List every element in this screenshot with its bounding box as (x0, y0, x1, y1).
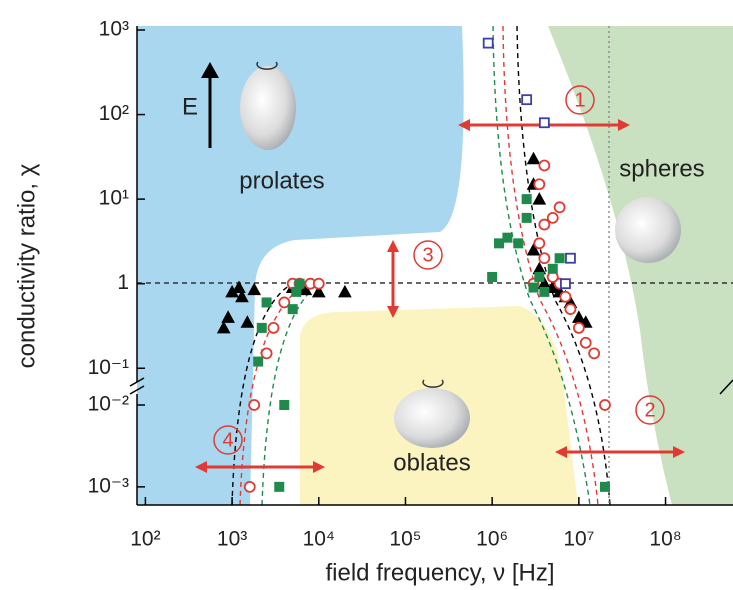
y-tick-label: 10¹ (99, 187, 129, 210)
data-point (539, 160, 549, 170)
data-point (292, 287, 301, 296)
data-point (254, 357, 263, 366)
x-tick-label: 10⁵ (389, 528, 421, 551)
data-point (600, 482, 609, 491)
y-axis-label: conductivity ratio, χ (13, 163, 40, 368)
data-point (561, 279, 570, 288)
data-point (534, 238, 544, 248)
data-point (314, 279, 324, 289)
x-tick-label: 10⁶ (476, 528, 508, 551)
data-point (548, 264, 557, 273)
data-point (555, 254, 564, 263)
data-point (581, 338, 591, 348)
number-label: 2 (644, 399, 655, 421)
number-label: 1 (574, 89, 585, 111)
y-tick-label: 10⁻³ (88, 474, 129, 497)
data-point (495, 239, 504, 248)
y-tick-label: 10² (99, 102, 129, 125)
data-point (522, 213, 531, 222)
data-point (262, 298, 271, 307)
data-point (574, 323, 584, 333)
x-tick-label: 10³ (217, 528, 247, 551)
number-label: 3 (422, 244, 433, 266)
field-label: E (182, 93, 198, 120)
region-label: oblates (393, 449, 470, 476)
data-point (548, 213, 558, 223)
data-point (522, 195, 531, 204)
data-point (484, 39, 493, 48)
x-tick-label: 10⁴ (303, 528, 335, 551)
data-point (540, 287, 549, 296)
x-axis-label: field frequency, ν [Hz] (326, 559, 555, 586)
chart: 1 2 3 4 prolates spheres oblates E field… (0, 0, 733, 590)
region-label: prolates (239, 167, 324, 194)
data-point (540, 118, 549, 127)
data-point (534, 179, 544, 189)
data-point (560, 292, 570, 302)
data-point (514, 239, 523, 248)
region-label: spheres (619, 155, 704, 182)
data-point (565, 304, 575, 314)
prolate-shape (240, 66, 296, 150)
data-point (589, 348, 599, 358)
sphere-shape (615, 197, 681, 263)
data-point (555, 202, 565, 212)
number-label: 4 (222, 429, 233, 451)
data-point (600, 400, 610, 410)
data-point (268, 323, 278, 333)
data-point (257, 323, 266, 332)
y-tick-label: 10⁻² (88, 393, 129, 416)
x-tick-label: 10⁷ (563, 528, 594, 551)
data-point (522, 95, 531, 104)
data-point (295, 279, 304, 288)
y-tick-label: 10³ (99, 18, 129, 41)
oblate-shape (394, 388, 470, 448)
data-point (529, 283, 538, 292)
data-point (280, 401, 289, 410)
data-point (503, 233, 512, 242)
data-point (288, 305, 297, 314)
x-tick-label: 10⁸ (649, 528, 681, 551)
data-point (488, 272, 497, 281)
data-point (275, 482, 284, 491)
data-point (566, 254, 575, 263)
data-point (249, 400, 259, 410)
x-tick-label: 10² (130, 528, 160, 551)
data-point (535, 272, 544, 281)
data-point (539, 253, 549, 263)
y-tick-label: 10⁻¹ (88, 356, 129, 379)
y-tick-label: 1 (117, 271, 129, 294)
data-point (245, 482, 255, 492)
